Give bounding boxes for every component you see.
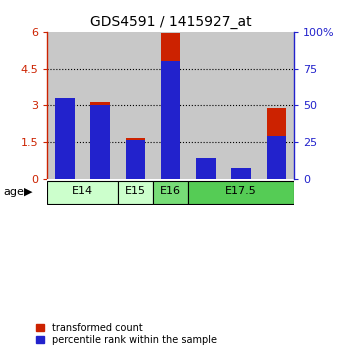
Bar xyxy=(118,181,153,204)
Bar xyxy=(196,158,216,179)
Bar xyxy=(91,105,110,179)
Bar xyxy=(82,32,118,179)
Bar xyxy=(153,181,188,204)
Title: GDS4591 / 1415927_at: GDS4591 / 1415927_at xyxy=(90,16,251,29)
Bar xyxy=(55,98,75,179)
Bar xyxy=(161,33,180,179)
Text: E17.5: E17.5 xyxy=(225,187,257,196)
Text: ▶: ▶ xyxy=(24,187,32,197)
Bar xyxy=(161,61,180,179)
Bar xyxy=(47,181,118,204)
Text: E15: E15 xyxy=(125,187,146,196)
Bar xyxy=(232,169,251,179)
Bar xyxy=(126,141,145,179)
Bar xyxy=(55,98,75,179)
Bar xyxy=(47,32,82,179)
Legend: transformed count, percentile rank within the sample: transformed count, percentile rank withi… xyxy=(35,322,218,346)
Bar xyxy=(196,172,216,179)
Bar xyxy=(223,32,259,179)
Text: age: age xyxy=(3,187,24,197)
Bar xyxy=(232,176,251,179)
Text: E16: E16 xyxy=(160,187,181,196)
Bar xyxy=(267,136,286,179)
Bar xyxy=(91,102,110,179)
Bar xyxy=(153,32,188,179)
Bar xyxy=(126,138,145,179)
Bar xyxy=(188,32,223,179)
Bar xyxy=(188,181,294,204)
Bar xyxy=(259,32,294,179)
Bar xyxy=(267,108,286,179)
Text: E14: E14 xyxy=(72,187,93,196)
Bar xyxy=(118,32,153,179)
